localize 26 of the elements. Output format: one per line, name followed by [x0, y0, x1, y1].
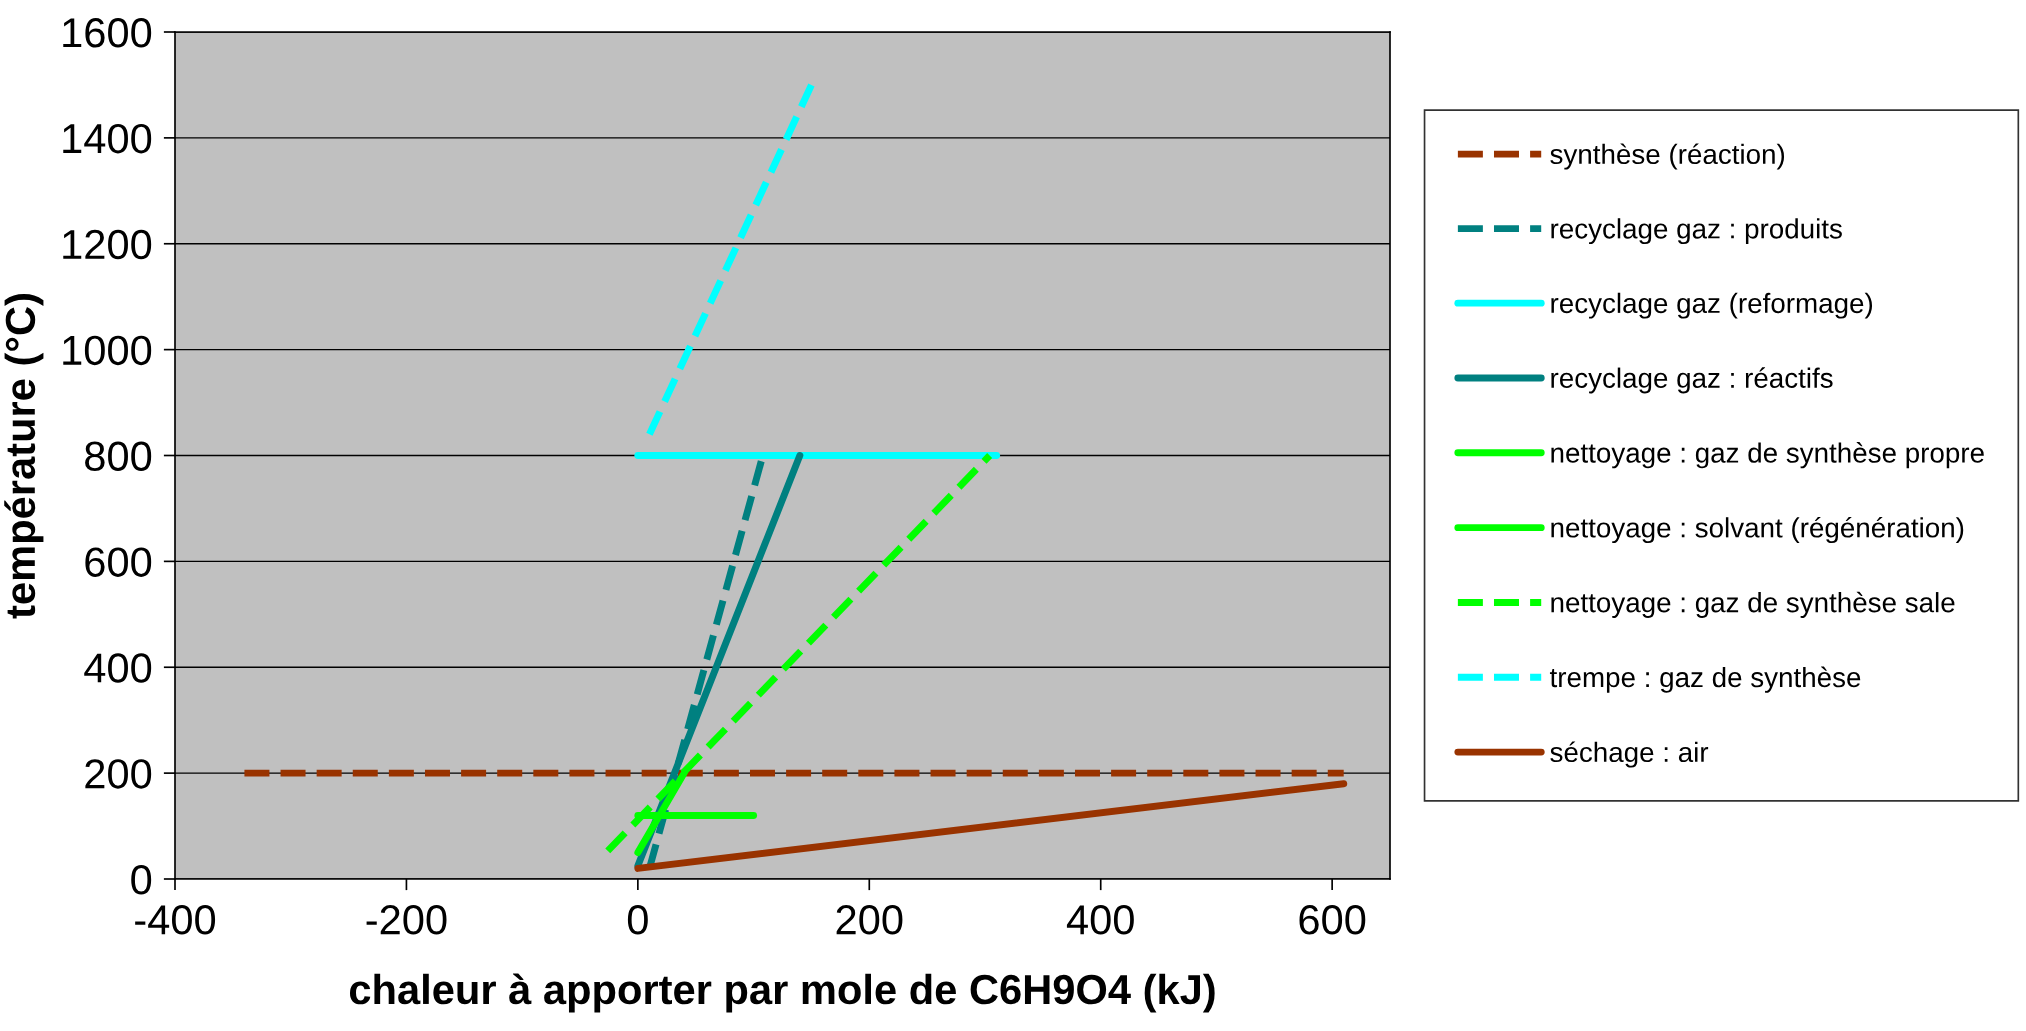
y-tick-label: 1600 [63, 18, 152, 48]
legend-label: séchage : air [1550, 741, 1709, 768]
legend-label: synthèse (réaction) [1550, 143, 1785, 170]
y-tick-label: 600 [85, 547, 152, 577]
legend-label: trempe : gaz de synthèse [1549, 666, 1861, 693]
legend-label: recyclage gaz (reformage) [1551, 292, 1873, 319]
x-tick-label: 0 [627, 905, 648, 935]
y-tick-label: 1400 [63, 123, 152, 154]
x-tick-label: -400 [135, 905, 216, 935]
y-tick-label: 800 [85, 441, 152, 472]
x-tick-label: 600 [1299, 905, 1366, 935]
y-tick-label: 1200 [63, 229, 152, 260]
legend-label: nettoyage : gaz de synthèse sale [1551, 591, 1955, 618]
legend-label: recyclage gaz : produits [1551, 218, 1842, 245]
x-tick-label: 200 [836, 905, 903, 935]
y-axis-title: température (°C) [4, 294, 44, 619]
y-tick-label: 0 [131, 865, 152, 895]
x-axis-title: chaleur à apporter par mole de C6H9O4 (kJ) [349, 973, 1215, 1013]
legend-label: nettoyage : solvant (régénération) [1551, 516, 1964, 544]
y-tick-label: 1000 [63, 335, 152, 366]
legend-label: nettoyage : gaz de synthèse propre [1551, 442, 1984, 469]
x-tick-label: -200 [366, 905, 447, 935]
y-tick-label: 400 [84, 653, 152, 683]
x-tick-label: 400 [1066, 905, 1134, 935]
legend-label: recyclage gaz : réactifs [1551, 367, 1833, 394]
y-tick-label: 200 [85, 759, 152, 789]
